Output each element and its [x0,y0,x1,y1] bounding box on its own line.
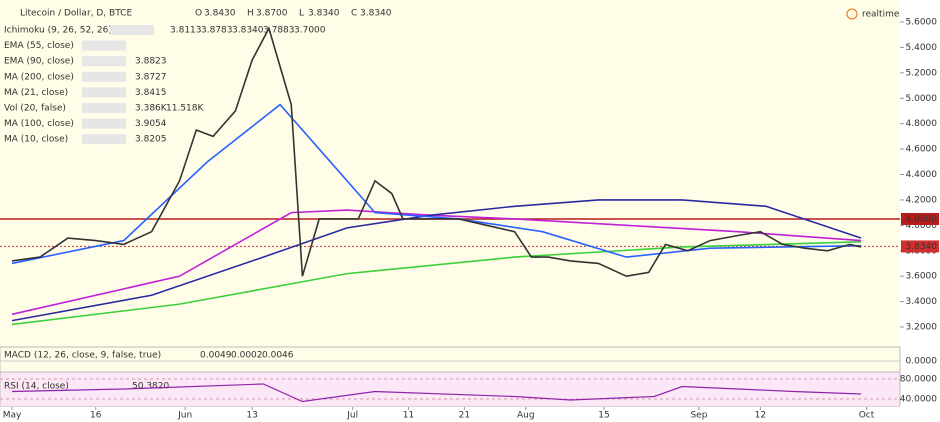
indicator-value: 3.8340 [232,26,264,36]
macd-value: 0.0046 [262,351,294,361]
ohlc-value: 3.8430 [204,9,236,19]
macd-title: MACD (12, 26, close, 9, false, true) [4,351,161,361]
y-tick-label: 4.8000 [906,119,938,129]
macd-pane [0,346,901,373]
ohlc-label: L [299,9,304,19]
rsi-tick-label: 80.0000 [900,375,937,385]
y-tick-label: 5.6000 [906,18,938,28]
indicator-value: 3.8823 [135,57,167,67]
indicator-name: Ichimoku (9, 26, 52, 26) [4,26,112,36]
x-tick-label: Sep [690,411,707,421]
rsi-value: 50.3820 [132,382,169,392]
indicator-name: MA (21, close) [4,88,68,98]
x-tick-label: Jul [346,411,358,421]
indicator-name: Vol (20, false) [4,104,66,114]
ohlc-value: 3.8340 [308,9,340,19]
indicator-value: 3.7000 [294,26,326,36]
x-tick-label: 13 [246,411,257,421]
indicator-controls [82,134,126,145]
symbol: Litecoin / Dollar, D, BTCE [20,9,132,19]
y-tick-label: 3.2000 [906,323,938,333]
macd-zero-label: 0.0000 [906,357,938,367]
y-tick-label: 3.4000 [906,297,938,307]
price-tag-label: 3.8340 [906,242,938,252]
indicator-value: 11.518K [166,104,204,114]
indicator-value: 3.8205 [135,135,167,145]
series-line [11,199,862,322]
indicator-name: MA (200, close) [4,72,74,82]
price-tag [901,240,939,253]
indicator-controls [110,25,154,35]
x-tick-label: May [3,411,22,421]
y-tick-label: 3.6000 [906,272,938,282]
x-tick-label: 16 [90,411,102,421]
x-tick-label: 12 [755,411,766,421]
x-tick-label: Aug [517,411,535,421]
y-tick-label: 4.6000 [906,145,938,155]
x-tick-label: Jun [177,411,192,421]
ohlc-value: 3.8340 [360,9,392,19]
rsi-tick-label: 40.0000 [900,395,937,405]
indicator-value: 3.9054 [135,119,167,129]
x-tick-label: 15 [598,411,609,421]
indicator-name: MA (100, close) [4,119,74,129]
indicator-value: 3.8415 [135,88,167,98]
x-tick-label: Oct [859,411,875,421]
series-line [11,26,862,277]
ohlc-label: O [195,9,202,19]
indicator-value: 3.8783 [201,26,233,36]
indicator-controls [82,87,126,98]
y-tick-label: 5.2000 [906,68,938,78]
price-axis [900,0,940,422]
indicator-name: EMA (55, close) [4,41,74,51]
indicator-name: EMA (90, close) [4,57,74,67]
y-tick-label: 4.4000 [906,170,938,180]
ohlc-value: 3.8700 [256,9,288,19]
indicator-value: 3.8113 [170,26,202,36]
indicator-controls [82,40,126,51]
indicator-value: 3.7883 [263,26,295,36]
y-tick-label: 4.0000 [906,221,938,231]
y-tick-label: 5.0000 [906,94,938,104]
indicator-controls [82,56,126,67]
x-tick-label: 11 [403,411,414,421]
price-tag [901,212,939,225]
x-tick-label: 21 [459,411,470,421]
clock-icon [846,8,858,20]
indicator-value: 3.386K [135,104,168,114]
y-tick-label: 4.2000 [906,195,938,205]
rsi-line [11,383,861,403]
ohlc-label: H [247,9,254,19]
indicator-controls [82,103,126,113]
series-line [11,103,861,265]
time-axis [0,407,940,422]
indicator-controls [82,118,126,129]
y-tick-label: 5.4000 [906,43,938,53]
series-line [11,241,861,326]
indicator-name: MA (10, close) [4,135,68,145]
rsi-title: RSI (14, close) [4,382,69,392]
indicator-value: 3.8727 [135,72,167,82]
realtime: realtime [862,10,900,20]
ohlc-label: C [351,9,357,19]
indicator-controls [82,71,126,82]
macd-value: 0.0002 [231,351,263,361]
price-tag-label: 4.0500 [906,214,938,224]
macd-value: 0.0049 [200,351,232,361]
